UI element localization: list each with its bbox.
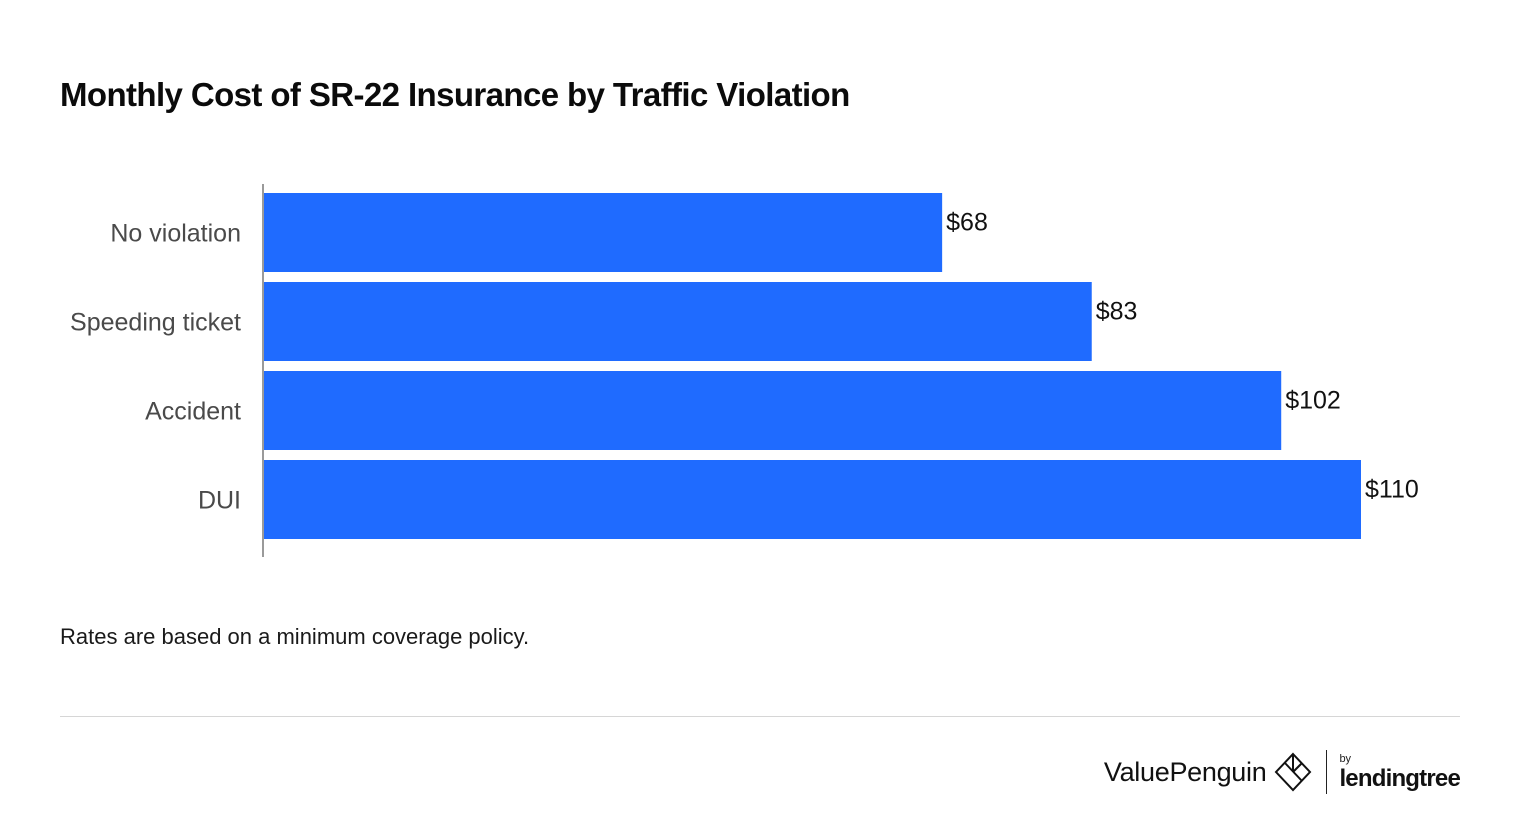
bar-dui xyxy=(264,460,1361,539)
by-label: by xyxy=(1339,752,1352,765)
bar-accident xyxy=(264,371,1282,450)
partner-name: lendingtree xyxy=(1339,764,1460,792)
category-label: Accident xyxy=(145,398,241,426)
category-labels-group: No violation Speeding ticket Accident DUI xyxy=(70,220,241,515)
value-label: $68 xyxy=(946,209,988,237)
brand-name: ValuePenguin xyxy=(1103,756,1267,787)
valuepenguin-logo-icon xyxy=(1275,752,1312,792)
value-label: $110 xyxy=(1365,476,1419,504)
value-label: $102 xyxy=(1285,387,1341,415)
category-label: No violation xyxy=(110,220,241,248)
bar-no-violation xyxy=(264,193,943,272)
bar-speeding-ticket xyxy=(264,282,1092,361)
value-labels-group: $68 $83 $102 $110 xyxy=(946,209,1419,504)
bars-group xyxy=(264,193,1361,539)
footer-branding: ValuePenguin by lendingtree xyxy=(1103,744,1461,800)
footnote: Rates are based on a minimum coverage po… xyxy=(60,624,530,649)
value-label: $83 xyxy=(1096,298,1138,326)
category-label: DUI xyxy=(198,487,241,515)
chart-title: Monthly Cost of SR-22 Insurance by Traff… xyxy=(60,76,850,113)
brand-separator xyxy=(1326,750,1328,794)
category-label: Speeding ticket xyxy=(70,309,241,337)
partner-block: by lendingtree xyxy=(1339,752,1460,792)
bar-chart: No violation Speeding ticket Accident DUI $… xyxy=(70,184,1419,557)
footer-divider xyxy=(60,716,1460,717)
